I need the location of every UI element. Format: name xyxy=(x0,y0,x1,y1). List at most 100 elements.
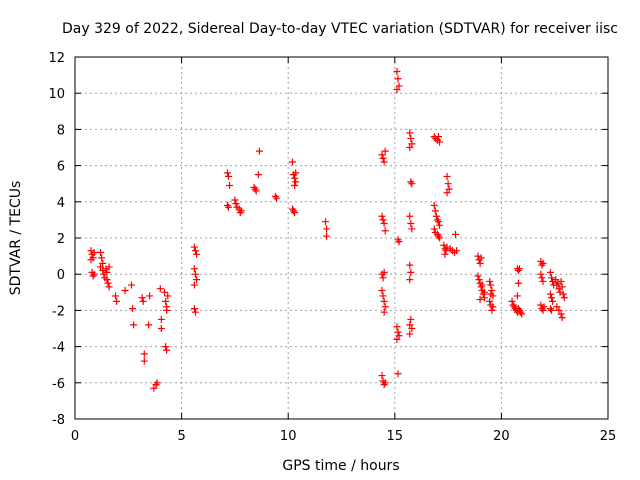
data-point xyxy=(408,180,416,188)
data-point xyxy=(393,67,401,75)
data-point xyxy=(105,283,113,291)
data-point xyxy=(292,178,300,186)
x-tick-label: 0 xyxy=(71,429,79,444)
data-point xyxy=(394,236,402,244)
data-point xyxy=(558,283,566,291)
data-point xyxy=(140,350,148,358)
y-axis-title: SDTVAR / TECUs xyxy=(8,181,24,296)
x-tick-label: 25 xyxy=(600,429,617,444)
data-point xyxy=(112,292,120,300)
data-point xyxy=(231,196,239,204)
data-point xyxy=(487,290,495,298)
data-point xyxy=(480,288,488,296)
data-point xyxy=(406,212,414,220)
data-point xyxy=(407,134,415,142)
data-point xyxy=(478,281,486,289)
data-point xyxy=(156,285,164,293)
data-point xyxy=(380,297,388,305)
data-point xyxy=(553,303,561,311)
data-point xyxy=(379,292,387,300)
data-point xyxy=(380,158,388,166)
chart-title: Day 329 of 2022, Sidereal Day-to-day VTE… xyxy=(62,21,618,37)
data-point xyxy=(546,305,554,313)
data-point xyxy=(443,189,451,197)
data-point xyxy=(381,147,389,155)
data-point xyxy=(406,261,414,269)
y-tick-labels: -8 -6 -4 -2 0 2 4 6 8 10 12 xyxy=(48,51,65,428)
data-point xyxy=(191,308,199,316)
data-point xyxy=(514,267,522,275)
data-point xyxy=(272,194,280,202)
data-point xyxy=(225,172,233,180)
data-point xyxy=(555,306,563,314)
data-point xyxy=(513,292,521,300)
data-point xyxy=(232,200,240,208)
data-point xyxy=(546,268,554,276)
data-point xyxy=(163,346,171,354)
data-point xyxy=(378,372,386,380)
data-point xyxy=(380,381,388,389)
data-point xyxy=(540,303,548,311)
data-point xyxy=(486,297,494,305)
data-point xyxy=(406,276,414,284)
data-point xyxy=(393,335,401,343)
data-point xyxy=(452,230,460,238)
data-point xyxy=(379,154,387,162)
x-axis-title: GPS time / hours xyxy=(282,458,399,474)
data-point xyxy=(474,252,482,260)
grid xyxy=(75,57,608,419)
data-point xyxy=(380,308,388,316)
y-tick-label: -2 xyxy=(52,304,65,319)
data-point xyxy=(87,247,95,255)
data-point xyxy=(190,281,198,289)
data-point xyxy=(113,297,121,305)
data-point xyxy=(476,259,484,267)
data-point xyxy=(539,306,547,314)
data-point xyxy=(97,263,105,271)
data-point xyxy=(474,272,482,280)
data-point xyxy=(441,250,449,258)
data-point xyxy=(292,169,300,177)
data-point xyxy=(406,321,414,329)
data-point xyxy=(121,286,129,294)
data-point xyxy=(150,384,158,392)
data-point xyxy=(538,261,546,269)
data-point xyxy=(226,182,234,190)
data-point xyxy=(291,209,299,217)
x-tick-label: 20 xyxy=(493,429,510,444)
data-point xyxy=(153,379,161,387)
data-point xyxy=(432,212,440,220)
data-point xyxy=(190,265,198,273)
data-point xyxy=(271,192,279,200)
data-point xyxy=(558,314,566,322)
data-point xyxy=(394,328,402,336)
data-point xyxy=(486,277,494,285)
data-point xyxy=(146,292,154,300)
data-point xyxy=(87,256,95,264)
data-point xyxy=(225,203,233,211)
data-point xyxy=(436,221,444,229)
axis-ticks xyxy=(74,56,609,420)
data-point xyxy=(97,248,105,256)
data-point xyxy=(394,75,402,83)
data-point xyxy=(323,225,331,233)
data-point xyxy=(477,283,485,291)
data-point xyxy=(193,276,201,284)
data-point xyxy=(435,133,443,141)
data-point xyxy=(380,220,388,228)
data-point xyxy=(323,232,331,240)
data-point xyxy=(394,370,402,378)
data-point xyxy=(127,281,135,289)
data-point xyxy=(518,310,526,318)
data-point xyxy=(99,259,107,267)
data-point xyxy=(223,169,231,177)
data-point xyxy=(488,286,496,294)
data-point xyxy=(552,276,560,284)
data-point xyxy=(130,321,138,329)
data-point xyxy=(546,290,554,298)
data-point xyxy=(161,288,169,296)
data-point xyxy=(291,182,299,190)
data-point xyxy=(322,218,330,226)
data-point xyxy=(442,247,450,255)
